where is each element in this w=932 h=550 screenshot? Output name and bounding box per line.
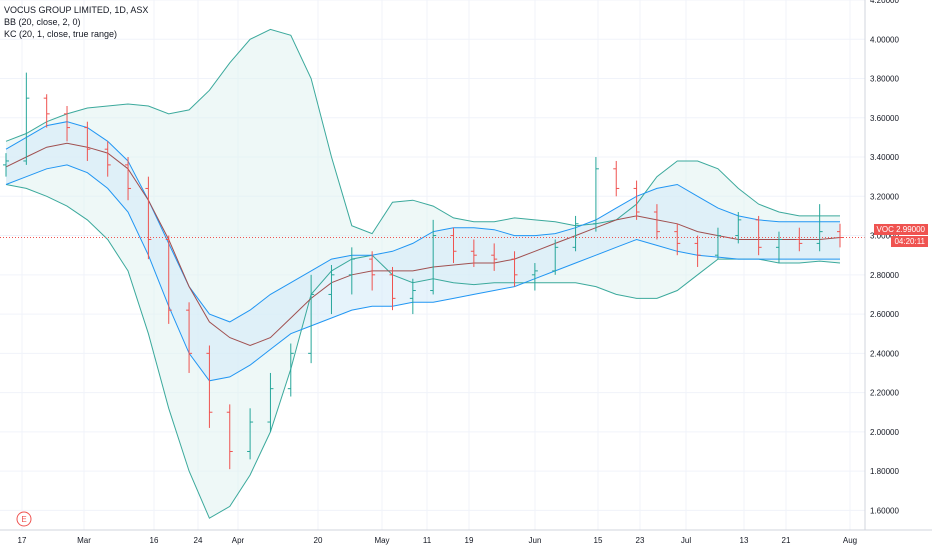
ohlc-bar [328, 265, 335, 315]
ohlc-bar [247, 408, 254, 460]
bb-lower-line [5, 184, 841, 519]
time-tick-label: 11 [423, 536, 432, 545]
ohlc-bar [552, 239, 559, 275]
time-tick-label: 17 [18, 536, 27, 545]
ohlc-bar [369, 251, 376, 291]
ohlc-bar [714, 227, 721, 260]
ohlc-bar [470, 239, 477, 267]
ohlc-bar [837, 223, 843, 248]
price-tick-label: 2.20000 [870, 389, 899, 398]
kc-fill [6, 121, 840, 381]
ohlc-bar [674, 223, 681, 256]
ohlc-bar [43, 94, 50, 128]
axes [0, 0, 932, 531]
ohlc-bar [755, 215, 762, 256]
price-tick-label: 2.40000 [870, 349, 899, 358]
bb-upper-line [5, 28, 840, 235]
price-tick-label: 2.60000 [870, 310, 899, 319]
ohlc-bar [491, 243, 498, 271]
time-tick-label: May [374, 536, 389, 545]
ohlc-bar [735, 212, 742, 244]
time-tick-label: 21 [782, 536, 791, 545]
price-tick-label: 3.20000 [870, 192, 899, 201]
ohlc-bar [796, 227, 803, 252]
ohlc-bar [572, 215, 579, 252]
ohlc-bar [430, 219, 437, 295]
price-tick-label: 3.80000 [870, 75, 899, 84]
price-tick-label: 4.00000 [870, 35, 899, 44]
legend-kc[interactable]: KC (20, 1, close, true range) [4, 29, 118, 39]
ohlc-bar [613, 160, 620, 197]
time-tick-label: 19 [465, 536, 474, 545]
price-tick-label: 1.80000 [870, 467, 899, 476]
price-tick-label: 2.00000 [870, 428, 899, 437]
ohlc-bar [104, 141, 111, 177]
time-tick-label: 16 [150, 536, 159, 545]
ohlc-bar [592, 157, 599, 232]
bands [0, 28, 865, 519]
ohlc-bar [348, 247, 355, 295]
ohlc-bar [226, 404, 233, 470]
countdown-tag: 04:20:11 [891, 236, 928, 247]
price-tick-label: 3.40000 [870, 153, 899, 162]
time-tick-label: 15 [594, 536, 603, 545]
ohlc-bar [511, 251, 518, 287]
legend-title[interactable]: VOCUS GROUP LIMITED, 1D, ASX [4, 5, 149, 15]
ohlc-bar [186, 302, 193, 373]
ohlc-bar [816, 204, 823, 252]
price-tick-label: 2.80000 [870, 271, 899, 280]
ohlc-bar [64, 106, 71, 142]
price-tick-label: 4.20000 [870, 0, 899, 5]
ohlc-bar [145, 176, 152, 260]
basis-line [5, 142, 841, 347]
ohlc-bar [84, 121, 91, 161]
earnings-marker[interactable]: E [16, 511, 32, 527]
ohlc-bar [775, 231, 782, 264]
ohlc-bar [23, 72, 30, 165]
ohlc-bar [531, 263, 538, 291]
price-tick-label: 3.60000 [870, 114, 899, 123]
last-price-tag: VOC 2.99000 [873, 224, 928, 235]
time-tick-label: Mar [77, 536, 91, 545]
time-tick-label: Aug [843, 536, 857, 545]
time-scale[interactable]: 17 Mar 16 24 Apr 20 May 11 19 Jun 15 23 Jul 13 21 Aug [18, 536, 858, 545]
time-tick-label: 13 [740, 536, 749, 545]
time-tick-label: Jun [529, 536, 542, 545]
ohlc-bar [694, 235, 701, 267]
ohlc-bar [206, 345, 213, 428]
legend-bb[interactable]: BB (20, close, 2, 0) [4, 17, 81, 27]
time-tick-label: Apr [232, 536, 245, 545]
time-tick-label: 24 [194, 536, 203, 545]
ohlc-bar [653, 204, 660, 240]
price-scale[interactable]: 4.20000 4.00000 3.80000 3.60000 3.40000 3.200… [870, 0, 899, 515]
earnings-marker-label: E [21, 515, 26, 524]
ohlc-bar [267, 372, 274, 432]
time-tick-label: 20 [314, 536, 323, 545]
ohlc-bar [389, 266, 396, 311]
kc-lower-line [5, 164, 840, 382]
time-tick-label: Jul [681, 536, 691, 545]
ohlc-bar [308, 274, 315, 364]
price-tick-label: 1.60000 [870, 506, 899, 515]
ohlc-bar [450, 227, 457, 264]
ohlc-bars [3, 72, 843, 470]
ohlc-bar [409, 278, 416, 315]
time-tick-label: 23 [636, 536, 645, 545]
ohlc-bar [287, 343, 294, 397]
ohlc-bar [165, 235, 172, 324]
ohlc-bar [3, 153, 9, 177]
chart-legend: VOCUS GROUP LIMITED, 1D, ASX BB (20, clo… [4, 4, 148, 40]
price-tick-label: 3.00000 [870, 232, 899, 241]
ohlc-bar [633, 180, 640, 220]
ohlc-bar [125, 157, 132, 201]
